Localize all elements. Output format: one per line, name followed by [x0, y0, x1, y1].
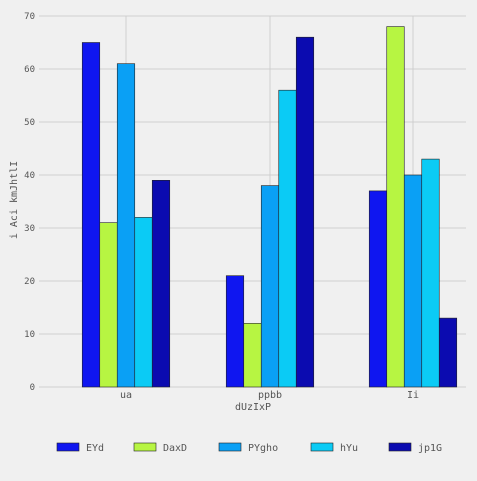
legend-swatch	[388, 442, 412, 452]
legend-label: EYd	[86, 443, 104, 454]
legend-label: hYu	[340, 443, 358, 454]
bar	[243, 323, 262, 388]
legend-swatch	[218, 442, 242, 452]
y-tick-label: 70	[24, 12, 35, 22]
legend-label: jp1G	[418, 443, 442, 454]
x-tick-label: ua	[120, 390, 132, 401]
bar	[368, 190, 388, 388]
bar	[438, 317, 458, 388]
y-tick-label: 0	[30, 383, 35, 393]
y-tick-label: 50	[24, 118, 35, 128]
legend-swatch	[56, 442, 80, 452]
legend-label: DaxD	[163, 443, 187, 454]
y-tick-label: 20	[24, 277, 35, 287]
legend-item: PYgho	[218, 442, 278, 454]
legend-item: jp1G	[388, 442, 442, 454]
bar	[81, 42, 101, 388]
legend: EYd DaxD PYgho hYu jp1G	[56, 442, 442, 454]
bar	[260, 185, 280, 388]
y-tick-label: 30	[24, 224, 35, 234]
legend-item: hYu	[310, 442, 358, 454]
legend-swatch	[310, 442, 334, 452]
legend-label: PYgho	[248, 443, 278, 454]
bar	[225, 275, 245, 388]
bar	[421, 158, 440, 388]
y-tick-label: 40	[24, 171, 35, 181]
bar	[116, 63, 136, 388]
bar	[134, 217, 153, 388]
bar	[295, 36, 315, 388]
y-tick-label: 60	[24, 65, 35, 75]
x-axis-label: dUzIxP	[235, 402, 271, 413]
y-tick-label: 10	[24, 330, 35, 340]
bars	[81, 26, 458, 388]
x-tick-label: ppbb	[258, 390, 282, 401]
legend-item: DaxD	[133, 442, 187, 454]
bar	[403, 174, 423, 388]
bar	[151, 180, 171, 388]
legend-swatch	[133, 442, 157, 452]
y-axis-label: i Aci kmJhtlI	[9, 161, 20, 239]
bar	[99, 222, 118, 388]
x-tick-labels: ua ppbb Ii	[120, 390, 419, 401]
y-tick-labels: 0 10 20 30 40 50 60 70	[24, 12, 35, 393]
bar	[278, 89, 297, 388]
bar	[386, 26, 405, 388]
x-tick-label: Ii	[407, 390, 419, 401]
legend-item: EYd	[56, 442, 104, 454]
